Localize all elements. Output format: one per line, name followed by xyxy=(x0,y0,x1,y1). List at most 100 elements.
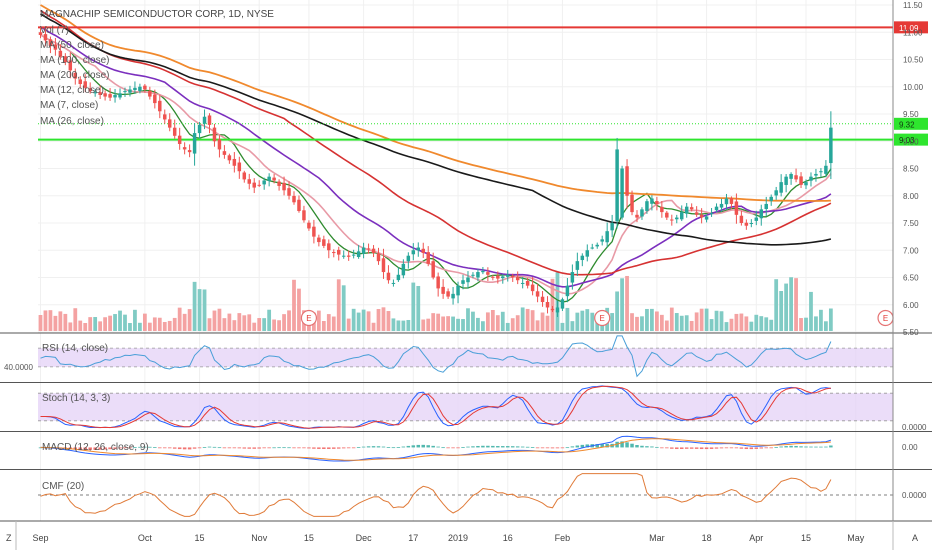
macd-histogram-bar xyxy=(187,447,192,450)
legend-ma-26[interactable]: MA (26, close) xyxy=(40,116,104,127)
candle xyxy=(356,245,361,259)
volume-bar xyxy=(316,310,321,331)
candle xyxy=(754,210,759,226)
candle-body xyxy=(645,201,649,211)
legend-vol[interactable]: Vol (7) xyxy=(40,25,69,36)
time-tick-label: 18 xyxy=(702,533,712,543)
volume-bar xyxy=(575,312,580,331)
candle-body xyxy=(38,32,43,35)
volume-bar xyxy=(232,320,237,331)
candle-body xyxy=(48,39,53,46)
legend-ma-7[interactable]: MA (7, close) xyxy=(40,100,98,111)
candle-body xyxy=(764,203,768,209)
legend-ma-100[interactable]: MA (100, close) xyxy=(40,55,109,66)
candle-body xyxy=(486,272,490,275)
candle-body xyxy=(232,158,237,166)
macd-histogram-bar xyxy=(78,447,82,450)
macd-histogram-bar xyxy=(570,446,575,448)
macd-histogram-bar xyxy=(262,447,266,449)
macd-histogram-bar xyxy=(386,447,391,448)
candle xyxy=(163,109,167,124)
macd-histogram-bar xyxy=(297,447,301,449)
candle xyxy=(113,88,117,103)
price-label-9.32: 9.32 xyxy=(899,120,915,129)
volume-bar xyxy=(48,310,53,331)
candle-body xyxy=(774,190,778,196)
macd-histogram-bar xyxy=(376,446,381,448)
volume-bar xyxy=(510,318,515,331)
macd-histogram-bar xyxy=(605,443,609,448)
macd-title[interactable]: MACD (12, 26, close, 9) xyxy=(42,442,149,453)
volume-bar xyxy=(500,311,505,331)
rsi-title[interactable]: RSI (14, close) xyxy=(42,343,108,354)
volume-bar xyxy=(182,313,187,331)
timezone-button[interactable]: Z xyxy=(6,533,12,543)
volume-bar xyxy=(356,312,361,331)
candle-body xyxy=(93,92,97,94)
volume-bar xyxy=(709,319,714,331)
candle xyxy=(297,195,301,213)
candle-body xyxy=(416,247,421,251)
macd-histogram-bar xyxy=(739,447,744,449)
cmf-title[interactable]: CMF (20) xyxy=(42,481,84,492)
candle-body xyxy=(714,206,719,211)
volume-bar xyxy=(242,315,247,331)
stoch-title[interactable]: Stoch (14, 3, 3) xyxy=(42,393,110,404)
macd-histogram-bar xyxy=(307,447,311,449)
ma-line-12 xyxy=(40,34,832,295)
candle xyxy=(660,201,664,218)
stoch-tick-label: 0.0000 xyxy=(902,423,927,432)
price-tick-label: 5.50 xyxy=(903,328,919,337)
macd-histogram-bar xyxy=(192,447,197,449)
macd-histogram-bar xyxy=(595,444,599,448)
candle-body xyxy=(327,243,331,251)
macd-histogram-bar xyxy=(113,447,117,449)
candle-body xyxy=(814,173,818,176)
macd-histogram-bar xyxy=(401,446,406,448)
volume-bar xyxy=(267,309,272,331)
volume-bar xyxy=(321,320,326,331)
auto-scale-button[interactable]: A xyxy=(912,533,918,543)
candle xyxy=(93,89,97,97)
macd-histogram-bar xyxy=(784,446,788,448)
macd-histogram-bar xyxy=(506,446,510,448)
candlesticks[interactable] xyxy=(38,26,833,317)
candle-body xyxy=(346,255,351,257)
candle-body xyxy=(456,285,460,296)
candle xyxy=(302,205,306,223)
candle-body xyxy=(804,182,808,186)
candle xyxy=(615,137,619,229)
volume-bar xyxy=(759,316,764,331)
candle-body xyxy=(675,217,679,220)
legend-ma-12[interactable]: MA (12, close) xyxy=(40,85,104,96)
volume-bar xyxy=(123,314,127,331)
legend-ma-50[interactable]: MA (50, close) xyxy=(40,40,104,51)
candle-body xyxy=(312,226,316,237)
volume-bar xyxy=(684,315,689,331)
volume-bar xyxy=(162,321,167,331)
candle xyxy=(729,196,734,209)
candle-body xyxy=(476,272,480,278)
macd-histogram-bar xyxy=(371,446,376,448)
macd-histogram-bar xyxy=(774,447,778,448)
macd-histogram-bar xyxy=(580,444,585,448)
candle xyxy=(396,267,401,282)
volume-bar xyxy=(565,307,570,331)
candle xyxy=(277,179,281,191)
volume-bar xyxy=(118,310,122,331)
candle-body xyxy=(78,79,82,85)
candle-body xyxy=(545,302,550,308)
candle-body xyxy=(386,272,391,281)
volume-bar xyxy=(495,315,500,331)
volume-bar xyxy=(68,322,73,331)
macd-histogram-bar xyxy=(103,447,107,450)
rsi-tick-label: 40.0000 xyxy=(4,363,33,372)
volume-bar xyxy=(490,310,495,331)
legend-ma-200[interactable]: MA (200, close) xyxy=(40,70,109,81)
candle xyxy=(416,242,421,257)
candle-body xyxy=(501,276,505,279)
candle xyxy=(515,271,520,285)
candle xyxy=(520,276,525,289)
